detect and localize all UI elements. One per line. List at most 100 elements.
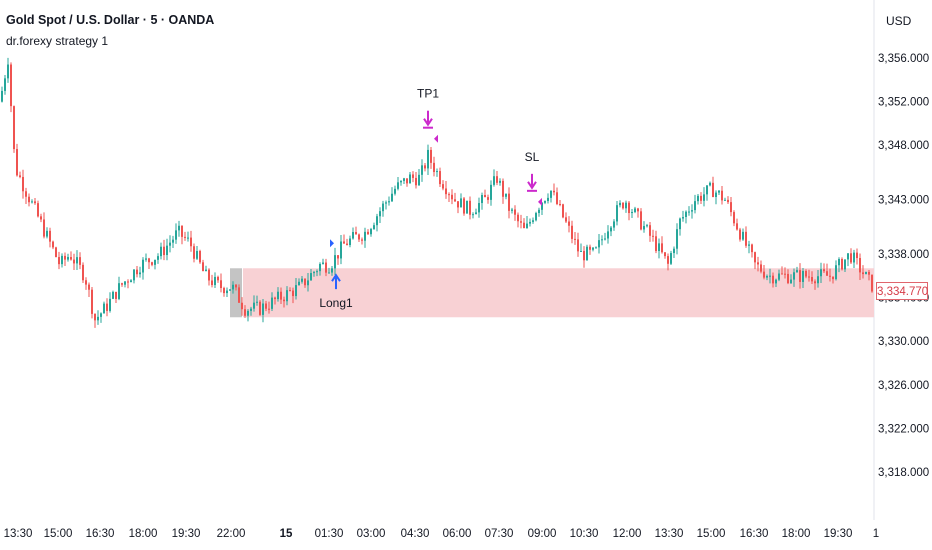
candle-body [58,257,60,265]
candle-body [43,219,45,237]
strategy-label[interactable]: dr.forexy strategy 1 [6,34,109,48]
candle-body [823,269,825,272]
candle-body [850,253,852,263]
candle-body [706,185,708,195]
candle-body [127,281,129,283]
x-tick-label: 19:30 [824,528,853,540]
candle-body [250,308,252,311]
candle-body [328,272,330,274]
candle-body [628,202,630,214]
candle-body [868,271,870,275]
candle-body [385,202,387,204]
candle-body [544,200,546,203]
candle-body [166,245,168,256]
candle-body [430,149,432,163]
candle-body [160,246,162,257]
candle-body [775,279,777,284]
candle-body [703,194,705,201]
y-tick-label: 3,356.000 [878,53,929,65]
candle-body [784,273,786,275]
candle-body [718,190,720,193]
x-tick-label: 03:00 [357,528,386,540]
x-tick-label: 19:30 [172,528,201,540]
candle-body [376,216,378,226]
y-tick-label: 3,338.000 [878,249,929,261]
candle-body [73,259,75,264]
x-tick-label: 13:30 [655,528,684,540]
candle-body [352,232,354,239]
candle-body [439,171,441,185]
candle-body [52,241,54,248]
candle-body [121,283,123,285]
candle-body [577,239,579,252]
candle-body [31,201,33,203]
candle-body [271,297,273,309]
candle-body [616,205,618,222]
candle-body [640,211,642,230]
candle-body [667,256,669,264]
candle-body [631,212,633,214]
candle-body [292,290,294,297]
candle-body [484,194,486,198]
exit-marker-bar [423,126,433,129]
entry-flag [330,239,334,248]
y-tick-label: 3,322.000 [878,423,929,435]
candle-body [832,276,834,280]
candle-body [748,244,750,246]
currency-label[interactable]: USD [886,14,912,28]
candle-body [256,301,258,303]
candle-body [397,182,399,189]
candle-body [742,231,744,240]
candle-body [391,193,393,202]
candle-body [61,255,63,265]
symbol-title[interactable]: Gold Spot / U.S. Dollar · 5 · OANDA [6,13,215,27]
candle-body [649,225,651,236]
candle-body [67,257,69,260]
candle-body [364,231,366,241]
candle-body [223,288,225,294]
candle-body [355,232,357,235]
candle-body [82,264,84,281]
candle-body [388,201,390,203]
candle-body [565,217,567,222]
exit-label: TP1 [417,87,439,101]
candle-body [193,246,195,259]
candle-body [16,149,18,176]
x-tick-label: 15:00 [44,528,73,540]
candle-body [283,299,285,302]
candle-body [466,200,468,214]
price-axis[interactable]: 3,356.000 3,352.000 3,348.000 3,343.000 3,33… [878,53,929,479]
candle-body [313,272,315,274]
candle-body [445,188,447,195]
candle-body [181,225,183,237]
exit-arrow-head [423,118,433,127]
candle-body [1,90,3,102]
candle-body [817,276,819,284]
candle-body [730,202,732,213]
candle-body [310,273,312,281]
candle-body [172,239,174,243]
candle-body [46,230,48,237]
candle-body [514,209,516,215]
candle-body [106,303,108,311]
candle-body [25,191,27,197]
candle-body [844,259,846,270]
time-axis[interactable]: 13:30 15:00 16:30 18:00 19:30 22:00 15 01:30 03:… [4,528,880,540]
candle-body [811,277,813,282]
candle-body [76,257,78,264]
x-tick-label: 07:30 [485,528,514,540]
candle-body [265,303,267,309]
candle-body [346,243,348,246]
candle-body [133,269,135,281]
candle-body [289,290,291,292]
candle-body [592,247,594,250]
candle-body [709,182,711,186]
candle-body [808,276,810,278]
candle-body [301,278,303,282]
candle-body [49,230,51,242]
x-tick-label: 12:00 [613,528,642,540]
candle-body [124,281,126,285]
candle-body [562,204,564,218]
session-gap-block [230,268,242,318]
